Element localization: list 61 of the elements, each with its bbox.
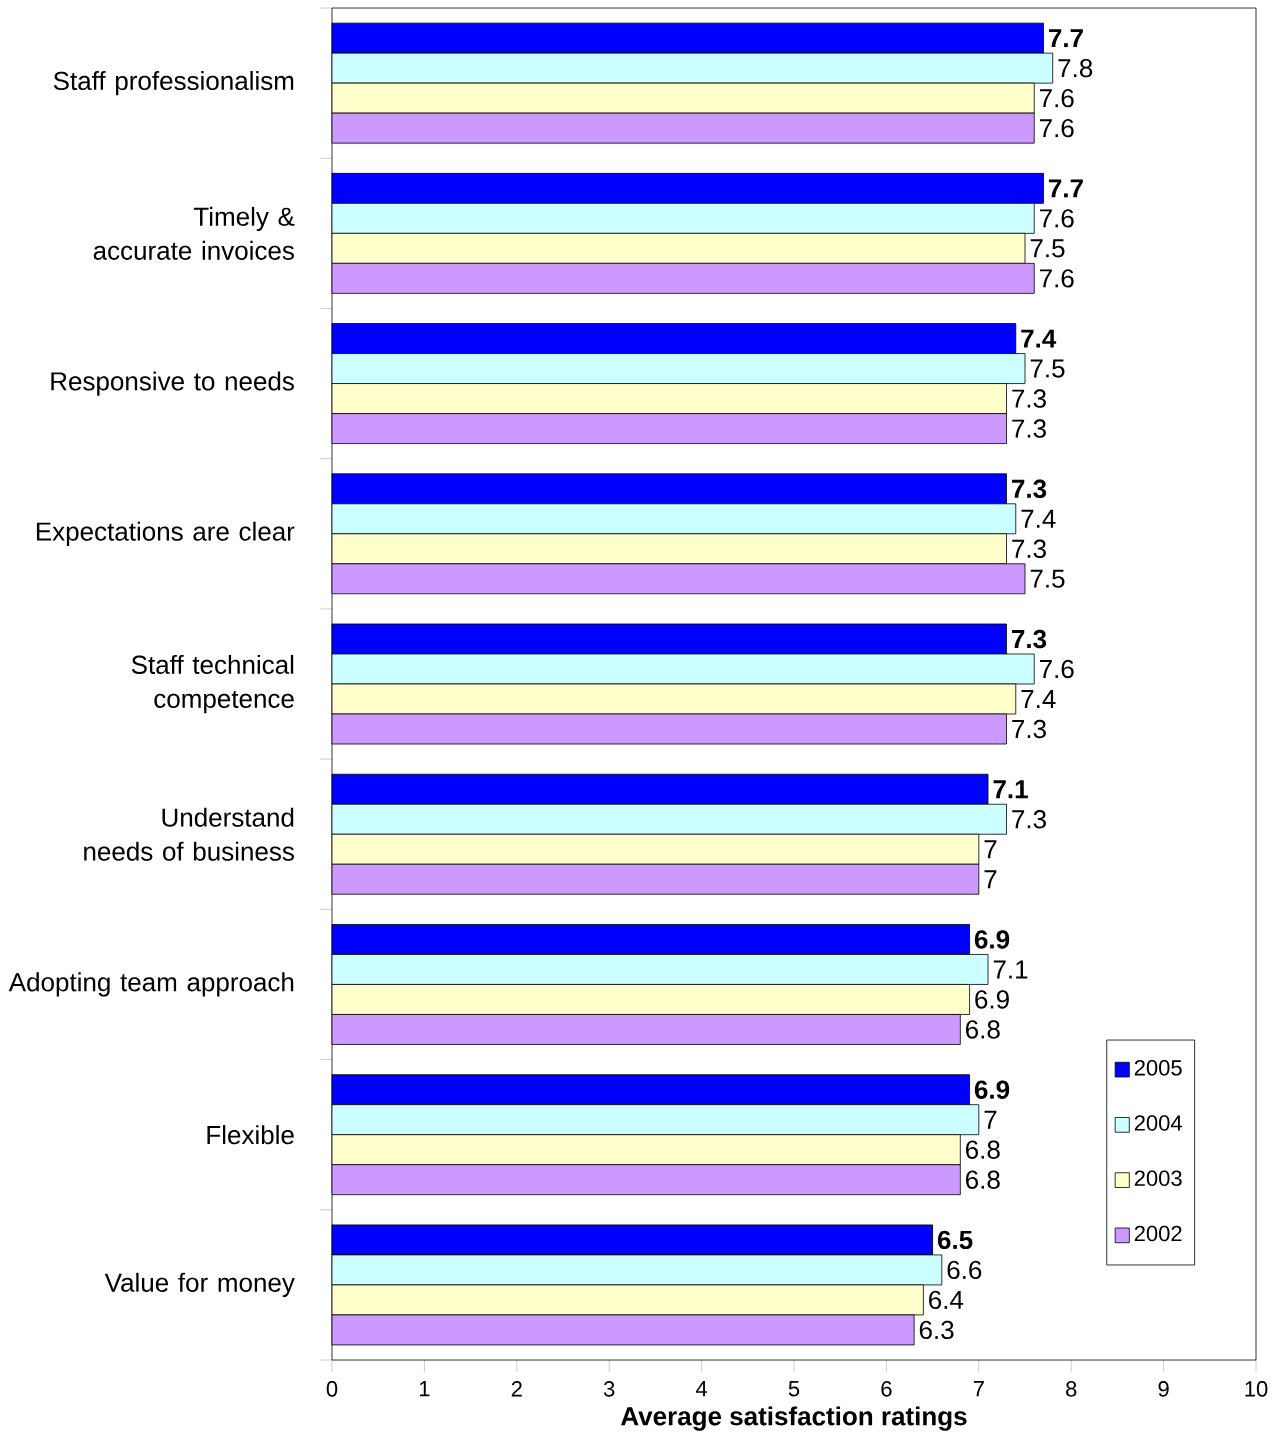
data-label: 7.8 (1058, 58, 1093, 78)
data-label: 7.5 (1030, 239, 1065, 258)
legend-label: 2003 (1134, 1170, 1182, 1187)
data-label: 7.1 (993, 960, 1028, 979)
data-label: 7.3 (1012, 389, 1046, 408)
data-label: 6.5 (937, 1230, 973, 1250)
x-tick-label: 7 (973, 1381, 984, 1397)
x-tick-label: 1 (419, 1381, 430, 1397)
y-tick-label: Expectations are clear (36, 521, 295, 546)
data-label: 7.5 (1030, 359, 1065, 378)
data-label: 7.3 (1012, 719, 1046, 739)
x-tick-label: 8 (1066, 1381, 1077, 1397)
x-tick-label: 0 (326, 1381, 338, 1397)
data-label: 6.9 (975, 990, 1009, 1009)
data-label: 7.6 (1039, 269, 1074, 288)
x-tick-label: 3 (603, 1381, 615, 1397)
data-label: 6.8 (966, 1020, 1000, 1039)
x-tick-label: 5 (788, 1381, 800, 1397)
data-label: 7.7 (1049, 29, 1083, 48)
data-label: 6.9 (974, 1080, 1010, 1099)
data-label: 7.6 (1039, 118, 1074, 138)
y-tick-label: Value for money (104, 1272, 295, 1298)
legend-label: 2005 (1134, 1060, 1182, 1076)
x-axis-title: Average satisfaction ratings (621, 1406, 967, 1431)
data-label: 6.4 (929, 1290, 964, 1310)
data-label: 7.4 (1021, 329, 1057, 348)
data-label: 7.3 (1012, 629, 1047, 649)
x-tick-label: 10 (1245, 1381, 1268, 1397)
data-label: 7.3 (1012, 419, 1046, 438)
data-label: 6.8 (966, 1170, 1000, 1189)
data-label: 7.6 (1039, 88, 1074, 108)
x-tick-label: 2 (511, 1381, 522, 1397)
data-label: 6.3 (919, 1320, 954, 1340)
legend-label: 2004 (1134, 1115, 1182, 1131)
legend-label: 2002 (1134, 1225, 1182, 1242)
data-label: 7 (984, 840, 997, 859)
data-label: 7.3 (1012, 479, 1047, 498)
y-tick-label: Adopting team approach (8, 972, 294, 997)
y-tick-label: Staff professionalism (53, 71, 294, 96)
data-label: 7.4 (1021, 509, 1056, 528)
data-label: 7.3 (1012, 810, 1046, 829)
data-label: 7 (984, 870, 997, 889)
data-label: 7.3 (1012, 539, 1046, 558)
y-tick-label: Staff technical competence (131, 654, 294, 714)
x-tick-label: 6 (881, 1381, 892, 1397)
data-label: 7.7 (1049, 179, 1083, 198)
x-tick-label: 9 (1158, 1381, 1169, 1397)
y-tick-label: Understand needs of business (84, 807, 294, 861)
data-label: 7.5 (1030, 569, 1065, 588)
data-label: 6.6 (947, 1260, 982, 1280)
data-label: 7.4 (1021, 690, 1056, 708)
y-tick-label: Flexible (207, 1125, 294, 1145)
data-label: 7.6 (1039, 659, 1074, 679)
data-label: 7.6 (1039, 209, 1074, 228)
data-label: 7.1 (993, 780, 1028, 799)
y-tick-label: Timely & accurate invoices (93, 206, 295, 260)
data-label: 6.8 (966, 1140, 1000, 1159)
y-tick-label: Responsive to needs (51, 371, 294, 396)
data-label: 7 (984, 1110, 997, 1129)
x-tick-label: 4 (695, 1381, 708, 1397)
data-label: 6.9 (974, 930, 1010, 949)
